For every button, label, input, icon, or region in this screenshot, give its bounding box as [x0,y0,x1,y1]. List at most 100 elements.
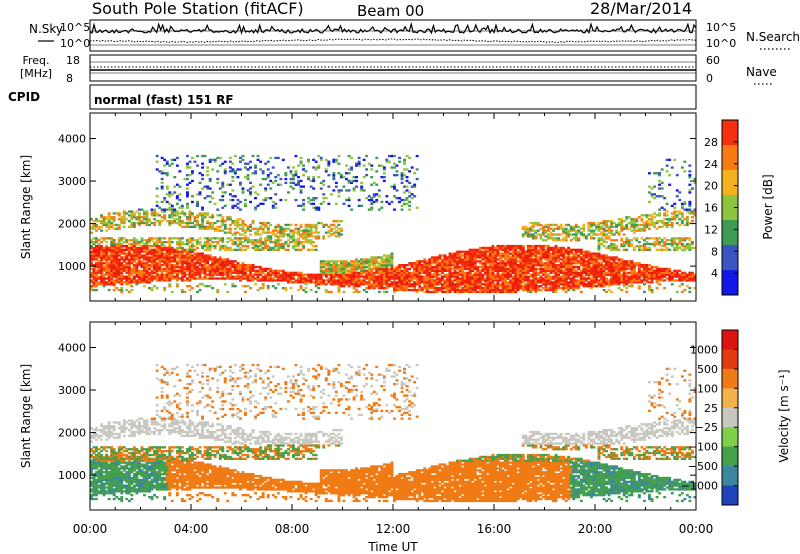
power-cell [218,265,222,269]
power-cell [155,204,159,207]
power-cell [110,241,114,244]
power-cell [178,206,182,209]
power-cell [511,271,515,274]
power-cell [112,283,116,286]
power-cell [562,269,566,272]
power-cell [499,256,502,259]
power-cell [168,273,172,276]
power-cell [271,231,275,234]
power-cell [526,229,530,232]
power-cell [244,275,247,278]
power-cell [125,262,129,265]
power-cell [284,275,288,278]
power-cell [602,221,606,225]
power-cell [249,233,252,236]
power-cell [430,258,434,261]
power-cell [564,277,568,280]
power-cell [266,174,270,177]
power-cell [468,288,472,292]
power-cell [165,254,169,257]
power-cell [605,290,608,294]
power-cell [163,267,167,271]
power-cell [132,212,136,215]
power-cell [413,273,417,276]
power-cell [529,248,533,251]
power-cell [610,239,614,242]
power-cell [304,279,308,282]
power-cell [143,239,146,242]
power-cell [221,221,225,225]
power-cell [256,288,260,292]
power-cell [145,267,149,271]
power-cell [201,166,204,169]
power-cell [564,258,568,261]
power-cell [612,265,616,269]
power-cell [377,281,381,284]
power-cell [329,223,333,227]
power-cell [208,200,212,204]
power-cell [302,198,305,202]
power-cell [332,269,336,272]
power-cell [579,262,583,265]
power-cell [150,214,154,217]
power-cell [542,229,545,232]
power-cell [347,271,351,274]
power-cell [105,221,109,225]
power-cell [423,271,427,274]
power-cell [446,267,449,271]
power-cell [559,248,563,251]
power-cell [403,160,406,163]
power-cell [244,229,247,232]
power-cell [590,252,593,255]
power-cell [393,183,396,186]
power-cell [602,269,606,272]
power-cell [110,260,114,263]
power-cell [514,254,518,257]
power-cell [420,277,424,280]
power-cell [155,200,159,204]
power-cell [337,290,341,294]
power-cell [357,198,361,202]
power-cell [529,225,533,228]
power-cell [564,233,568,236]
power-cell [355,277,358,280]
power-cell [183,248,187,251]
power-cell [180,262,184,265]
power-cell [403,202,406,205]
power-cell [246,241,250,244]
power-cell [112,246,116,250]
power-cell [509,248,513,251]
power-cell [375,170,379,173]
power-cell [132,260,136,263]
power-cell [398,156,401,160]
power-cell [579,290,583,294]
power-cell [370,168,374,171]
power-cell [256,233,260,236]
power-cell [526,254,530,257]
power-cell [271,206,275,209]
power-cell [572,285,576,288]
power-cell [574,258,578,261]
power-cell [615,256,619,259]
power-cell [413,269,417,272]
power-cell [115,264,119,267]
power-cell [236,269,240,272]
power-cell [218,156,222,160]
power-cell [441,269,444,272]
power-cell [337,275,341,278]
power-cell [534,285,538,288]
power-cell [120,281,124,284]
power-cell [236,237,240,240]
power-cell [514,275,518,278]
power-cell [501,262,505,265]
power-cell [345,269,348,272]
power-cell [143,244,146,248]
power-cell [107,265,111,269]
power-cell [403,287,406,290]
power-cell [521,250,525,253]
power-cell [539,265,543,269]
power-cell [612,239,616,242]
power-cell [592,275,596,278]
power-cell [276,225,280,228]
power-cell [97,267,101,271]
